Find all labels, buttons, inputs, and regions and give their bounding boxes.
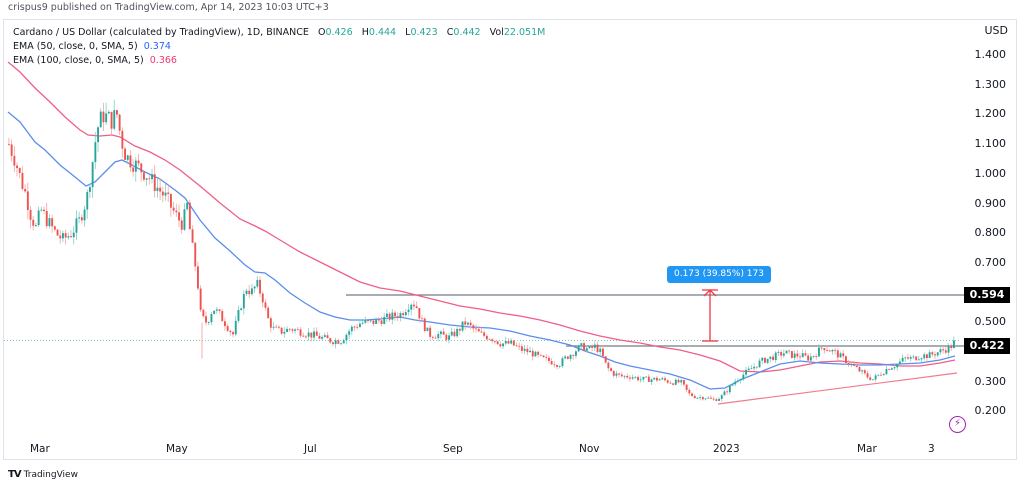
price-tick: 0.500 (974, 315, 1007, 328)
measure-label[interactable]: 0.173 (39.85%) 173 (667, 266, 771, 283)
ema100-label: EMA (100, close, 0, SMA, 5) (13, 55, 144, 66)
price-tick: 0.200 (974, 404, 1007, 417)
measure-arrow (702, 289, 718, 342)
time-tick: Mar (857, 443, 877, 455)
high-value: 0.444 (368, 27, 397, 38)
price-tick: 0.900 (974, 197, 1007, 210)
close-label: C (446, 27, 454, 38)
price-tick: 1.100 (974, 137, 1007, 150)
open-value: 0.426 (325, 27, 353, 38)
price-tick: 1.400 (974, 48, 1007, 61)
price-tick: 0.700 (974, 256, 1007, 269)
symbol-title: Cardano / US Dollar (calculated by Tradi… (13, 27, 309, 38)
time-tick: Mar (30, 443, 50, 455)
price-tag-resistance: 0.594 (964, 287, 1010, 303)
tradingview-logo[interactable]: TV TradingView (8, 469, 78, 480)
time-tick: Nov (579, 443, 600, 455)
price-axis-currency[interactable]: USD (984, 24, 1008, 37)
price-tick: 1.300 (974, 78, 1007, 91)
ema100-row[interactable]: EMA (100, close, 0, SMA, 5) 0.366 (13, 54, 545, 68)
tradingview-mark-icon: TV (8, 469, 22, 480)
low-label: L (405, 27, 411, 38)
open-label: O (317, 27, 326, 38)
symbol-row[interactable]: Cardano / US Dollar (calculated by Tradi… (13, 26, 545, 40)
price-tick: 0.300 (974, 375, 1007, 388)
chart-frame[interactable] (3, 19, 1017, 460)
price-tick: 1.200 (974, 107, 1007, 120)
chart-legend: Cardano / US Dollar (calculated by Tradi… (13, 26, 545, 68)
low-value: 0.423 (410, 27, 438, 38)
time-tick: Jul (304, 443, 317, 455)
candles (8, 99, 955, 402)
price-tick: 0.800 (974, 226, 1007, 239)
high-label: H (361, 27, 369, 38)
price-tag-current: 0.422 (964, 338, 1010, 354)
ema50-line (7, 111, 956, 390)
close-value: 0.442 (453, 27, 481, 38)
time-tick: 3 (928, 443, 935, 455)
ema50-label: EMA (50, close, 0, SMA, 5) (13, 41, 138, 52)
published-info: crispus9 published on TradingView.com, A… (8, 2, 329, 13)
time-tick: 2023 (713, 443, 740, 455)
volume-label: Vol (489, 27, 504, 38)
time-tick: May (166, 443, 188, 455)
ema100-line (7, 61, 956, 373)
tradingview-brand: TradingView (23, 469, 78, 480)
time-tick: Sep (443, 443, 463, 455)
ema50-row[interactable]: EMA (50, close, 0, SMA, 5) 0.374 (13, 40, 545, 54)
price-tick: 1.000 (974, 167, 1007, 180)
ema50-value: 0.374 (143, 41, 171, 52)
ema100-value: 0.366 (149, 55, 177, 66)
volume-value: 22.051M (503, 27, 546, 38)
ascending-trendline (717, 372, 958, 405)
alert-bolt-icon[interactable]: ⚡ (949, 416, 966, 433)
